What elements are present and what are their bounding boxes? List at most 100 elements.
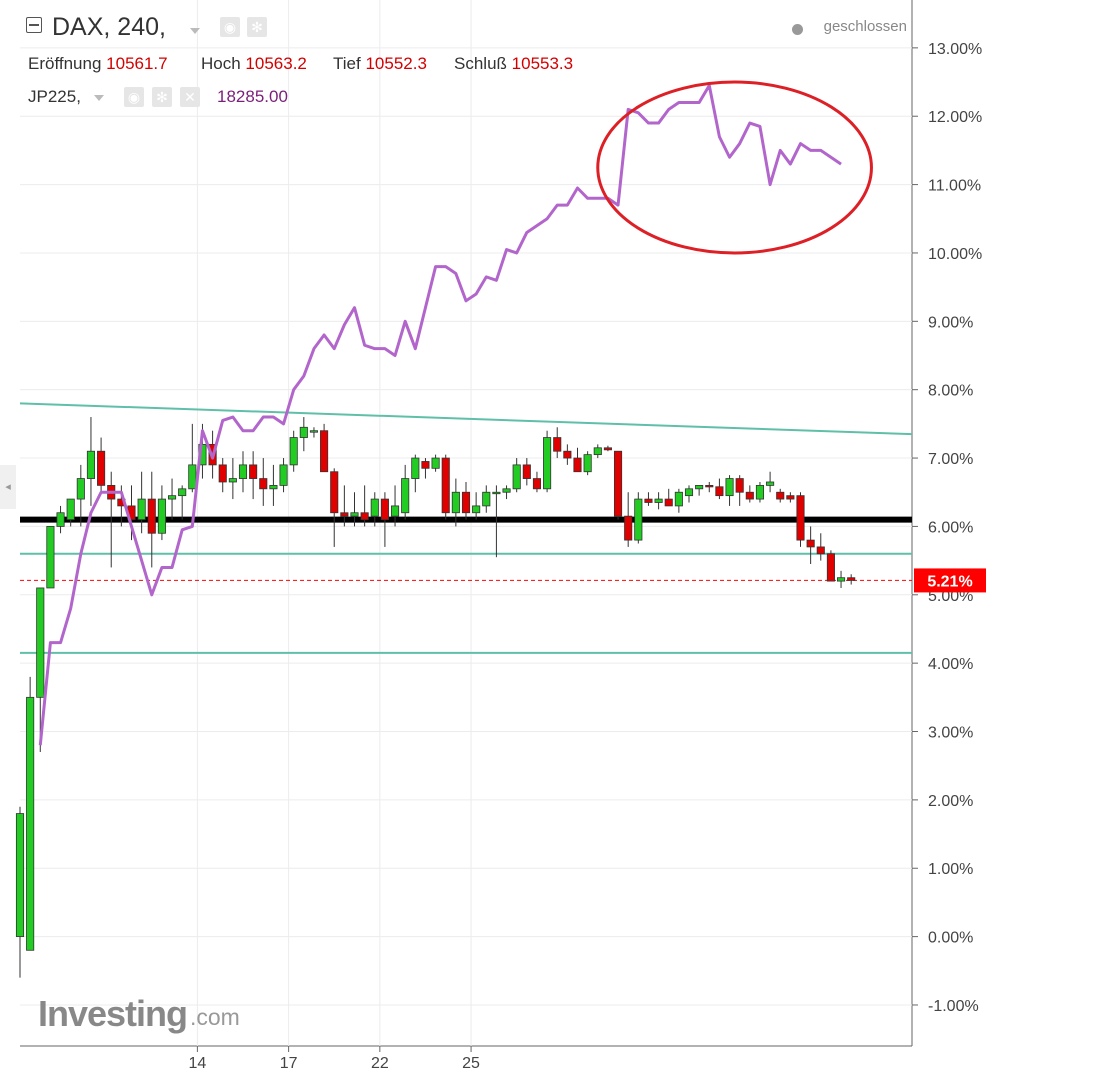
candle-body (745, 491, 754, 500)
candle-body (299, 426, 308, 438)
candle-body (218, 464, 227, 483)
y-tick-label: 1.00% (928, 861, 973, 878)
candle-body (461, 491, 471, 514)
ohlc-value: 10552.3 (365, 54, 427, 73)
candle-body (97, 450, 106, 486)
candle-body (26, 696, 35, 951)
candle-body (147, 498, 156, 534)
y-tick-label: 2.00% (928, 793, 973, 810)
candle-body (725, 478, 734, 497)
ohlc-label: Eröffnung (28, 54, 102, 73)
candle-body (137, 498, 146, 520)
candle-body (269, 484, 278, 490)
candle-body (644, 498, 653, 503)
caret-down-icon[interactable] (94, 95, 104, 101)
gear-icon[interactable]: ✻ (152, 87, 172, 107)
status-dot-icon (792, 24, 803, 35)
candle-body (664, 498, 673, 507)
candle-body (279, 464, 288, 486)
jp225-series-line (38, 83, 842, 746)
candle-body (492, 491, 501, 495)
candle-body (238, 464, 248, 479)
y-tick-label: 9.00% (928, 314, 973, 331)
candle-body (15, 813, 25, 938)
eye-icon[interactable]: ◉ (220, 17, 240, 37)
candle-body (76, 478, 85, 500)
compare-value: 18285.00 (217, 87, 288, 106)
candle-body (441, 457, 450, 514)
candle-body (380, 498, 389, 520)
candle-body (350, 512, 359, 517)
compare-symbol[interactable]: JP225, (28, 87, 81, 106)
x-tick-label: 22 (371, 1055, 389, 1072)
ohlc-open-label: Eröffnung 10561.7 (28, 54, 168, 74)
investing-logo-suffix: .com (190, 1004, 240, 1030)
ohlc-label: Hoch (201, 54, 241, 73)
candle-body (816, 546, 825, 555)
dax-candles (15, 417, 856, 978)
x-tick-label: 17 (280, 1055, 298, 1072)
candle-body (431, 457, 440, 469)
ohlc-close-label: Schluß 10553.3 (454, 54, 573, 74)
candle-body (755, 484, 765, 500)
candle-body (543, 437, 552, 490)
channel-upper-line (19, 402, 913, 436)
candle-body (330, 471, 339, 514)
panel-toggle-icon[interactable]: ◂ (0, 465, 16, 509)
candle-body (563, 450, 572, 459)
gear-icon[interactable]: ✻ (247, 17, 267, 37)
candle-body (674, 491, 683, 507)
candle-body (86, 450, 96, 479)
candle-body (360, 512, 369, 520)
y-axis: 13.00% 12.00% 11.00% 10.00% 9.00% 8.00% 7.00% 6… (912, 41, 986, 1015)
candle-body (786, 495, 795, 500)
candle-body (776, 491, 785, 500)
x-tick-label: 14 (188, 1055, 206, 1072)
candle-body (695, 484, 704, 490)
candle-body (157, 498, 166, 534)
chart-grid (20, 0, 913, 1047)
symbol-title[interactable]: DAX, 240, (52, 13, 166, 41)
y-tick-label: 6.00% (928, 519, 973, 536)
ohlc-value: 10561.7 (106, 54, 168, 73)
candle-body (684, 488, 694, 497)
last-price-label: 5.21% (927, 573, 972, 590)
collapse-icon[interactable] (26, 17, 42, 33)
y-tick-label: 11.00% (928, 178, 981, 195)
candle-body (451, 491, 460, 514)
candle-body (634, 498, 643, 541)
candle-body (502, 488, 511, 493)
annotation-layer (596, 80, 873, 255)
candle-body (36, 587, 45, 698)
candle-body (806, 539, 815, 548)
market-status: geschlossen (823, 18, 907, 35)
candle-body (553, 437, 562, 452)
candle-body (624, 515, 633, 541)
ohlc-high-label: Hoch 10563.2 (201, 54, 307, 74)
candle-body (401, 478, 410, 514)
close-icon[interactable]: ✕ (180, 87, 200, 107)
ohlc-label: Tief (333, 54, 361, 73)
candle-body (735, 478, 744, 493)
caret-down-icon[interactable] (190, 28, 200, 34)
candle-body (613, 450, 623, 517)
candle-body (715, 486, 724, 497)
ohlc-value: 10563.2 (245, 54, 307, 73)
y-tick-label: 3.00% (928, 725, 973, 742)
candle-body (583, 454, 592, 473)
y-tick-label: 4.00% (928, 656, 973, 673)
candle-body (259, 478, 268, 490)
candle-body (309, 430, 319, 433)
y-tick-label: 0.00% (928, 930, 973, 947)
y-tick-label: 8.00% (928, 383, 973, 400)
candle-body (512, 464, 521, 490)
candle-body (532, 478, 542, 490)
x-tick-label: 25 (462, 1055, 480, 1072)
candle-body (340, 512, 349, 517)
annotation-ellipse (596, 80, 873, 255)
eye-icon[interactable]: ◉ (124, 87, 144, 107)
y-tick-label: 10.00% (928, 246, 982, 263)
candle-body (603, 447, 612, 451)
candle-body (56, 512, 65, 527)
